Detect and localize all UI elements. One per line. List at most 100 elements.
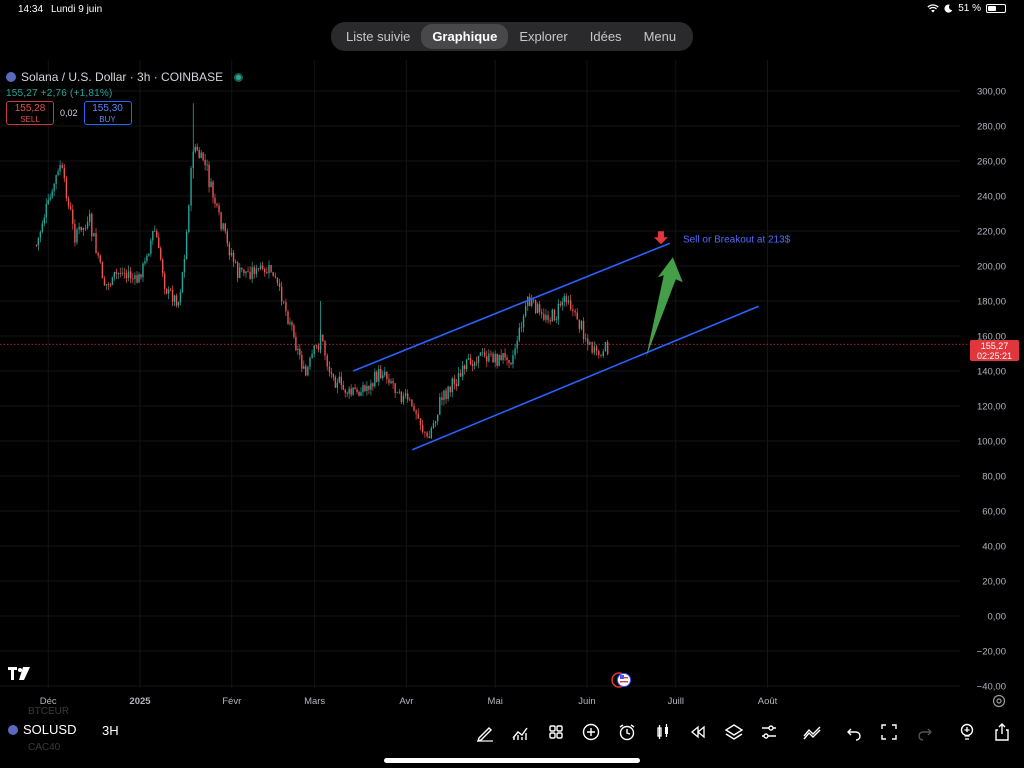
solana-icon	[8, 724, 18, 735]
candle-body	[45, 203, 47, 218]
redo-icon[interactable]	[915, 722, 935, 742]
candle-body	[559, 303, 562, 306]
replay-icon[interactable]	[688, 722, 708, 742]
fib-icon[interactable]	[802, 722, 822, 742]
y-tick-label: 60,00	[982, 507, 1006, 518]
candle-body	[266, 272, 268, 274]
candle-body	[380, 368, 382, 379]
candles-icon[interactable]	[653, 722, 673, 742]
candle-body	[72, 209, 74, 224]
candle-body	[386, 371, 388, 379]
candle-body	[99, 255, 101, 263]
x-tick-label: Avr	[399, 696, 413, 707]
symbol-selector[interactable]: SOLUSD	[8, 722, 76, 737]
candle-body	[198, 149, 200, 159]
candle-body	[518, 327, 521, 341]
candle-body	[370, 383, 372, 390]
candle-body	[457, 373, 460, 387]
candle-body	[409, 399, 411, 401]
candle-body	[378, 368, 380, 382]
candle-body	[374, 371, 376, 387]
candle-body	[105, 284, 108, 286]
share-icon[interactable]	[992, 722, 1012, 742]
alarm-icon[interactable]	[617, 722, 637, 742]
candle-body	[261, 265, 264, 269]
grid-layout-icon[interactable]	[546, 722, 566, 742]
add-icon[interactable]	[581, 722, 601, 742]
indicators-icon[interactable]	[510, 722, 530, 742]
interval-selector[interactable]: 3H	[102, 723, 119, 738]
candle-body	[218, 205, 220, 213]
candle-body	[529, 296, 531, 306]
candle-body	[561, 301, 563, 306]
breakout-arrow-icon	[646, 257, 683, 357]
candle-body	[236, 262, 239, 278]
candle-body	[293, 325, 295, 337]
candle-body	[230, 252, 233, 256]
candle-body	[576, 312, 578, 320]
candle-body	[208, 164, 210, 188]
candle-body	[63, 167, 66, 179]
us-flag-event-icon[interactable]	[611, 672, 633, 688]
ideas-bulb-icon[interactable]	[957, 722, 977, 742]
prev-symbol-hint: BTCEUR	[28, 706, 70, 717]
candle-body	[445, 390, 447, 400]
candle-body	[340, 376, 342, 385]
sell-price: 155,28	[14, 103, 46, 114]
candle-body	[406, 393, 409, 400]
candle-body	[426, 432, 428, 437]
candle-body	[366, 385, 368, 392]
candle-body	[348, 388, 350, 394]
candle-body	[101, 262, 104, 279]
next-symbol-hint: CAC40	[28, 742, 61, 753]
y-tick-label: 220,00	[977, 227, 1006, 238]
candle-body	[336, 382, 339, 388]
x-tick-label: Mars	[304, 696, 325, 707]
y-tick-label: 280,00	[977, 122, 1006, 133]
candle-body	[516, 340, 518, 349]
candle-body	[469, 358, 472, 365]
moon-icon	[944, 4, 953, 13]
candle-body	[247, 271, 249, 273]
price-chart[interactable]: 300,00 280,00 260,00 240,00 220,00 200,00 180,…	[0, 0, 1024, 712]
candle-body	[567, 300, 570, 303]
candle-body	[382, 375, 384, 379]
top-nav: Liste suivie Graphique Explorer Idées Menu	[331, 22, 693, 51]
candle-body	[419, 418, 422, 426]
tab-menu[interactable]: Menu	[643, 29, 677, 44]
toolbar-symbol: SOLUSD	[23, 722, 77, 737]
candle-body	[127, 271, 130, 278]
tab-graphique[interactable]: Graphique	[421, 24, 509, 49]
sliders-icon[interactable]	[759, 722, 779, 742]
candle-body	[502, 353, 504, 360]
layers-icon[interactable]	[724, 722, 744, 742]
tab-idées[interactable]: Idées	[589, 29, 622, 44]
buy-button[interactable]: 155,30 BUY	[83, 101, 132, 125]
battery-icon	[986, 4, 1006, 13]
candle-body	[291, 322, 293, 326]
symbol-title[interactable]: Solana / U.S. Dollar · 3h · COINBASE	[21, 70, 224, 84]
settings-gear-icon[interactable]	[992, 694, 1006, 708]
candle-body	[169, 289, 172, 291]
undo-icon[interactable]	[844, 722, 864, 742]
candle-body	[461, 365, 464, 377]
battery-level	[988, 6, 997, 11]
candle-body	[572, 309, 574, 311]
pencil-icon[interactable]	[475, 722, 495, 742]
candle-body	[132, 278, 134, 280]
candle-body	[35, 244, 38, 246]
candle-body	[342, 384, 344, 390]
home-indicator[interactable]	[384, 758, 640, 763]
candle-body	[350, 388, 352, 395]
candle-body	[402, 395, 405, 403]
fullscreen-icon[interactable]	[879, 722, 899, 742]
sell-button[interactable]: 155,28 SELL	[6, 101, 54, 125]
tab-liste-suivie[interactable]: Liste suivie	[346, 29, 411, 44]
candle-body	[432, 423, 435, 428]
candle-body	[222, 223, 224, 230]
tab-explorer[interactable]: Explorer	[519, 29, 568, 44]
buy-label: BUY	[99, 115, 116, 124]
candle-body	[204, 159, 206, 166]
candle-body	[167, 289, 170, 294]
candle-body	[88, 213, 91, 222]
